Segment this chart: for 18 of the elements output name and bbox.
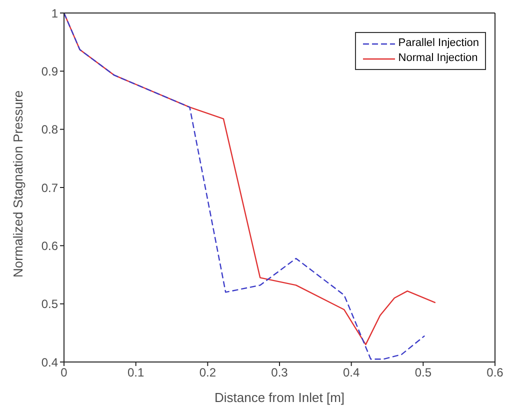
y-tick-label: 0.6 xyxy=(41,238,58,253)
x-tick-label: 0.4 xyxy=(342,366,360,380)
y-tick-label: 0.9 xyxy=(41,64,58,78)
x-tick-label: 0.5 xyxy=(414,366,432,380)
y-tick-label: 0.5 xyxy=(41,297,58,312)
legend-label: Normal Injection xyxy=(398,51,478,66)
x-tick-label: 0.1 xyxy=(127,366,144,380)
y-tick-label: 0.4 xyxy=(41,355,58,370)
y-tick-label: 0.7 xyxy=(41,180,58,195)
x-tick-label: 0.6 xyxy=(486,366,504,380)
y-axis-title: Normalized Stagnation Pressure xyxy=(10,90,26,278)
x-tick-label: 0.3 xyxy=(271,366,288,380)
y-tick-label: 0.8 xyxy=(41,122,58,137)
y-tick-label: 1 xyxy=(51,6,58,20)
x-tick-label: 0 xyxy=(60,366,68,380)
x-tick-label: 0.2 xyxy=(199,366,216,380)
legend-label: Parallel Injection xyxy=(398,36,479,51)
x-axis-title: Distance from Inlet [m] xyxy=(214,390,345,405)
